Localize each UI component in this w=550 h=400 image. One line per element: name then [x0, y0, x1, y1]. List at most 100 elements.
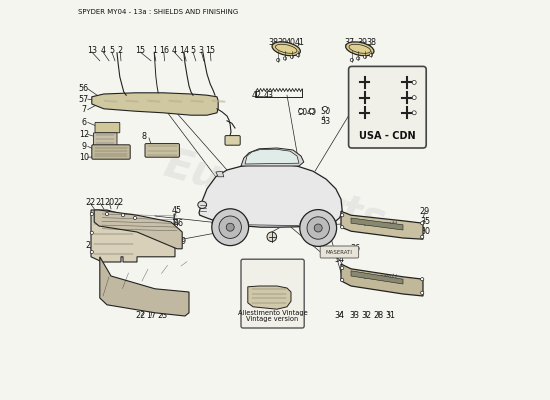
Polygon shape [241, 148, 304, 166]
Text: 1: 1 [152, 46, 157, 55]
Text: 51: 51 [377, 72, 387, 81]
Text: 32: 32 [361, 311, 371, 320]
Text: 2: 2 [118, 46, 123, 55]
Text: Maserati: Maserati [362, 220, 397, 228]
Circle shape [277, 58, 280, 62]
Text: 12: 12 [79, 130, 89, 139]
Text: 34: 34 [334, 311, 344, 320]
Circle shape [122, 214, 125, 217]
Circle shape [421, 278, 424, 281]
Text: 47: 47 [357, 72, 367, 81]
Circle shape [356, 57, 360, 60]
Circle shape [340, 278, 344, 282]
Text: 38: 38 [268, 38, 278, 47]
Circle shape [350, 58, 354, 62]
Text: 4: 4 [172, 46, 177, 55]
Text: 11: 11 [156, 144, 166, 153]
Polygon shape [92, 93, 218, 115]
Text: 23: 23 [157, 311, 167, 320]
Text: 30: 30 [420, 227, 430, 236]
Text: 50: 50 [368, 96, 378, 105]
Circle shape [412, 111, 416, 115]
Circle shape [421, 291, 424, 294]
Circle shape [340, 226, 344, 229]
Polygon shape [351, 218, 403, 230]
Text: 5: 5 [109, 46, 114, 55]
Text: 56: 56 [79, 84, 89, 93]
Circle shape [267, 232, 277, 242]
Text: 38: 38 [367, 38, 377, 47]
Circle shape [421, 235, 424, 238]
Text: SPYDER MY04 - 13a : SHIELDS AND FINISHING: SPYDER MY04 - 13a : SHIELDS AND FINISHIN… [78, 9, 239, 15]
Circle shape [412, 80, 416, 84]
Ellipse shape [198, 201, 207, 208]
Text: 8: 8 [141, 132, 146, 141]
Text: Allestimento Vintage: Allestimento Vintage [238, 310, 307, 316]
Text: 49: 49 [397, 72, 407, 81]
Ellipse shape [345, 42, 374, 56]
Circle shape [323, 106, 327, 111]
Text: 5: 5 [190, 46, 196, 55]
Text: 37: 37 [344, 38, 354, 47]
Text: 27: 27 [147, 242, 157, 250]
Circle shape [90, 231, 94, 234]
Ellipse shape [272, 42, 300, 56]
FancyBboxPatch shape [145, 144, 179, 157]
FancyBboxPatch shape [241, 259, 304, 328]
Text: 39: 39 [357, 38, 367, 47]
Polygon shape [94, 210, 182, 249]
Text: 52: 52 [368, 106, 378, 114]
Text: 34: 34 [335, 255, 345, 264]
Text: 7: 7 [81, 105, 86, 114]
Polygon shape [245, 149, 299, 164]
Text: 52: 52 [397, 108, 408, 117]
Text: 25: 25 [156, 242, 166, 250]
Circle shape [226, 223, 234, 231]
Text: Vintage version: Vintage version [246, 316, 299, 322]
Circle shape [283, 57, 287, 60]
Text: 48: 48 [388, 72, 398, 81]
Circle shape [296, 54, 300, 57]
Text: 57: 57 [79, 95, 89, 104]
Text: 16: 16 [159, 46, 169, 55]
Text: 6: 6 [81, 118, 86, 127]
Text: 50: 50 [297, 108, 307, 117]
Circle shape [300, 210, 337, 246]
Polygon shape [91, 210, 175, 262]
Text: 22: 22 [137, 242, 147, 250]
Polygon shape [351, 271, 403, 284]
Polygon shape [341, 264, 423, 296]
Text: 51: 51 [397, 100, 407, 108]
Text: 22: 22 [114, 198, 124, 207]
Text: MASERATI: MASERATI [326, 250, 353, 254]
Text: USA - CDN: USA - CDN [359, 131, 416, 141]
Text: 29: 29 [420, 207, 430, 216]
Text: 36: 36 [350, 244, 360, 253]
Text: 13: 13 [87, 46, 97, 55]
Text: 22: 22 [136, 311, 146, 320]
Text: 14: 14 [179, 46, 189, 55]
Text: Maserati: Maserati [362, 273, 397, 281]
Text: 17: 17 [146, 311, 156, 320]
Circle shape [212, 209, 249, 246]
Circle shape [307, 217, 329, 239]
Text: 18: 18 [93, 248, 103, 257]
Circle shape [90, 212, 94, 216]
Text: 9: 9 [81, 142, 86, 151]
Text: 22: 22 [85, 198, 95, 207]
FancyBboxPatch shape [92, 145, 130, 159]
Text: 40: 40 [286, 38, 296, 47]
Polygon shape [100, 257, 189, 316]
Text: 44: 44 [267, 234, 277, 242]
Text: 50: 50 [397, 118, 407, 126]
Text: 19: 19 [176, 238, 186, 246]
Text: 33: 33 [349, 311, 359, 320]
Text: 31: 31 [385, 311, 395, 320]
Circle shape [106, 212, 108, 216]
Circle shape [412, 96, 416, 100]
FancyBboxPatch shape [349, 66, 426, 148]
Circle shape [310, 109, 314, 114]
Text: 4: 4 [101, 46, 106, 55]
Text: 46: 46 [174, 219, 184, 228]
Text: 26: 26 [102, 213, 112, 222]
